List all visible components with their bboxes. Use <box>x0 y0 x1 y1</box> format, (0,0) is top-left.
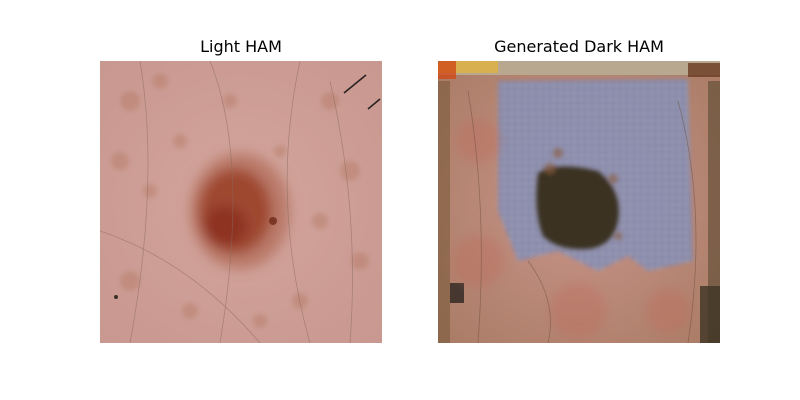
panel-title-generated-dark-ham: Generated Dark HAM <box>494 37 664 56</box>
light-skin-lesion-image <box>100 61 382 343</box>
generated-dark-skin-lesion-image <box>438 61 720 343</box>
panel-title-light-ham: Light HAM <box>200 37 282 56</box>
